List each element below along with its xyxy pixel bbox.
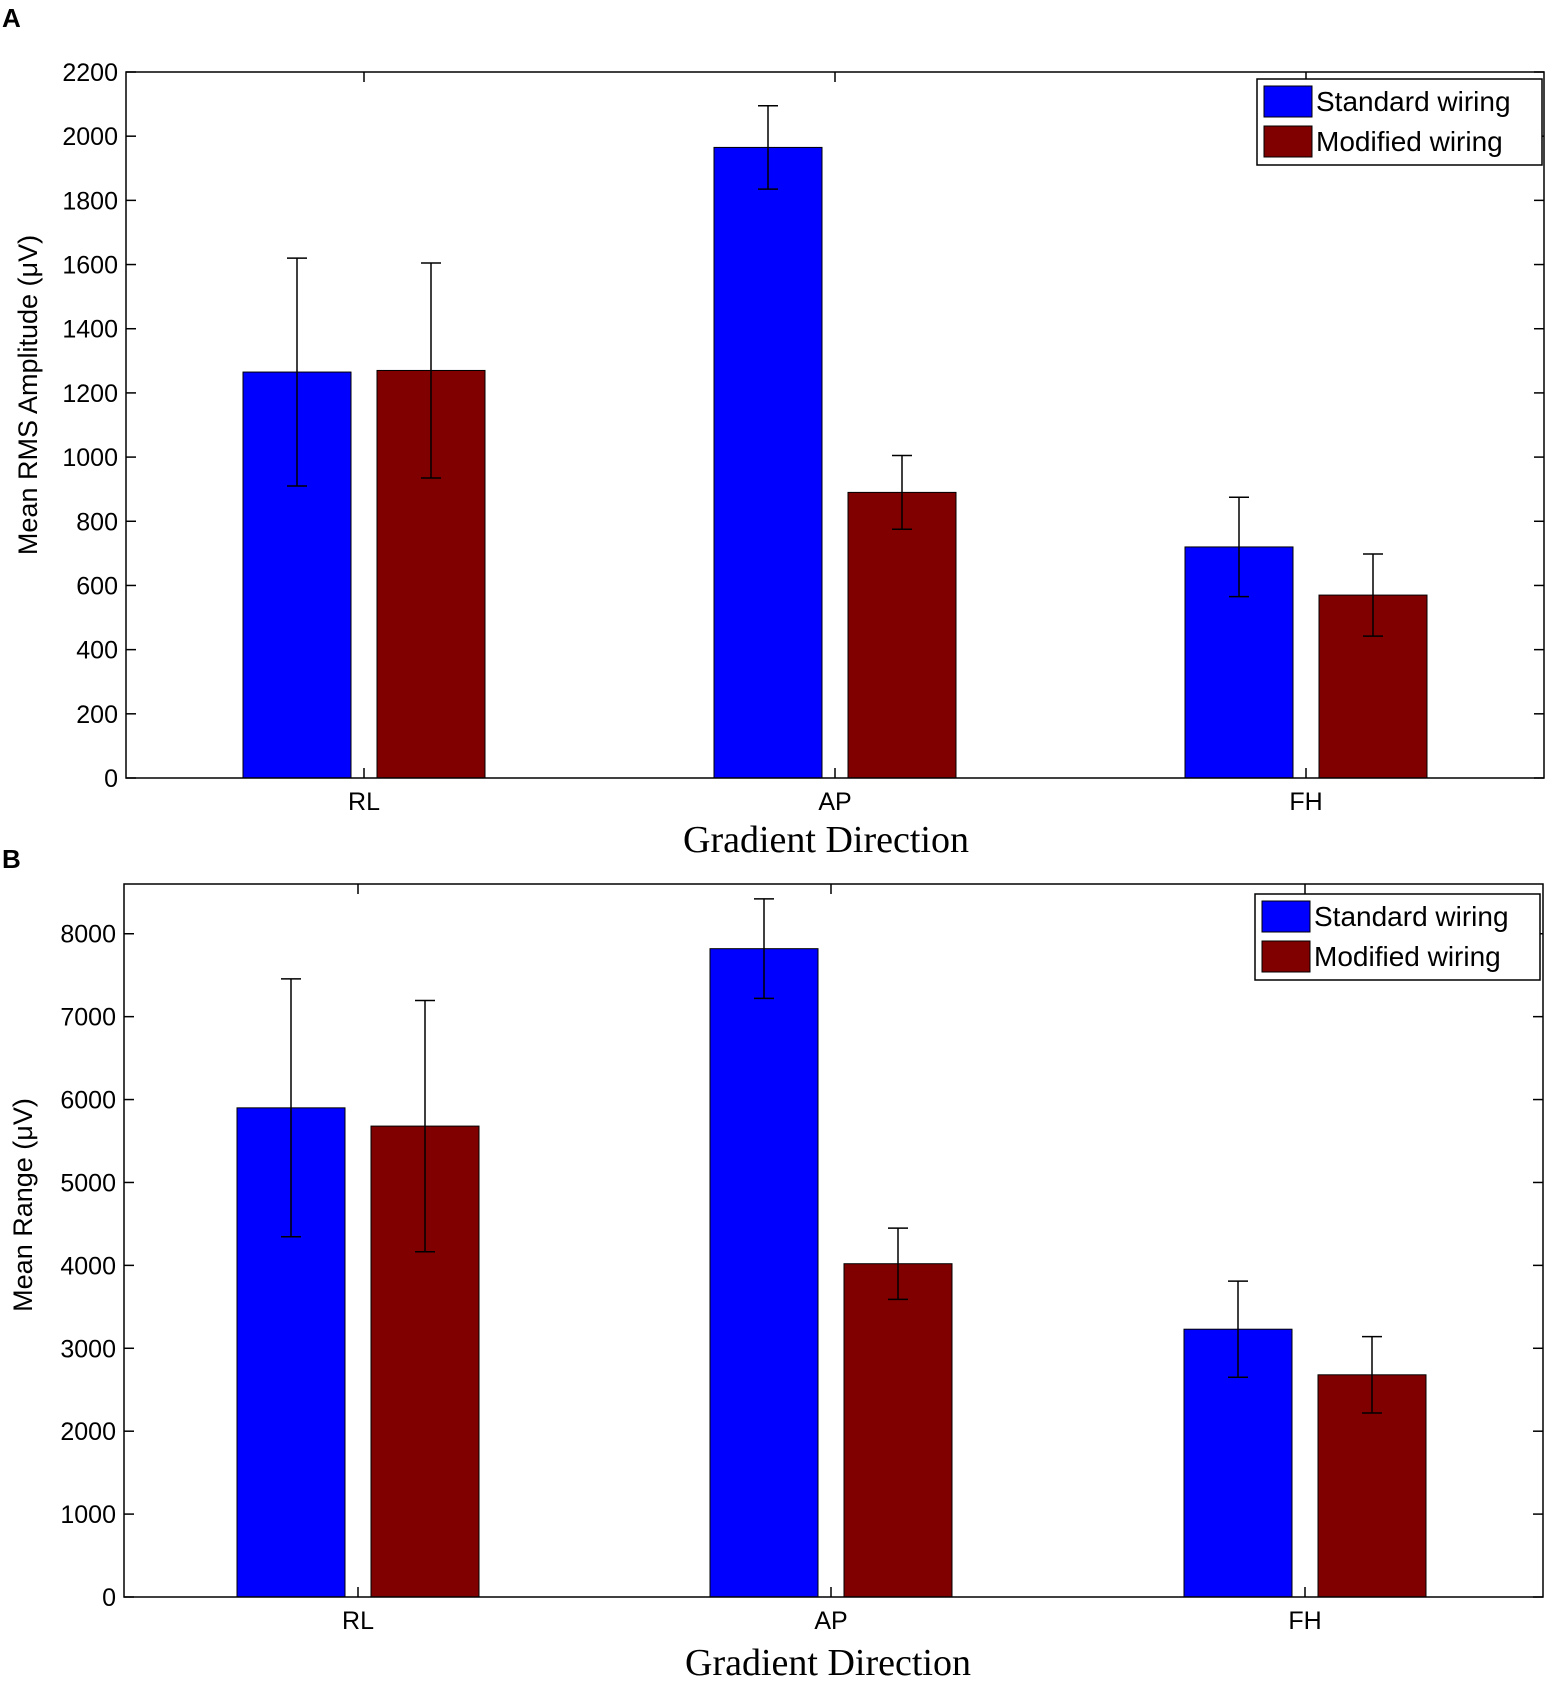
y-tick-label: 2000 [60,1418,116,1446]
legend-swatch-modified [1261,940,1311,973]
y-tick-label: 2200 [62,59,118,87]
bar-standard-ap [713,146,823,779]
legend-label-modified: Modified wiring [1314,941,1501,972]
y-tick-label: 1200 [62,380,118,408]
error-bar-standard-ap [758,104,778,190]
y-tick-label: 1000 [60,1501,116,1529]
y-tick-label: 2000 [62,123,118,151]
y-tick-label: 7000 [60,1004,116,1032]
y-tick-label: 1800 [62,187,118,215]
legend-swatch-standard [1263,85,1313,118]
error-bar-modified-ap [892,454,912,531]
axes-box [123,883,1544,1598]
y-tick-label: 0 [102,1584,116,1612]
x-tick-label-rl: RL [342,1607,374,1635]
y-tick-label: 800 [76,508,118,536]
x-tick-label-rl: RL [348,788,380,816]
x-tick-label-fh: FH [1288,1607,1321,1635]
panel-a-plot-area: 0 200 400 600 800 1000 1200 1400 1600 1800 2000 220… [62,59,1545,816]
y-tick-label: 3000 [60,1335,116,1363]
error-bar-modified-fh [1362,1335,1382,1414]
y-tick-label: 1400 [62,316,118,344]
error-bar-standard-ap [754,898,774,1000]
y-tick-label: 8000 [60,921,116,949]
error-bar-modified-fh [1363,553,1383,637]
error-bar-standard-rl [281,978,301,1238]
error-bar-standard-fh [1229,496,1249,598]
x-tick-label-ap: AP [814,1607,847,1635]
x-tick-label-fh: FH [1289,788,1322,816]
legend-swatch-modified [1263,125,1313,158]
bar-modified-ap [847,491,957,779]
error-bar-modified-rl [421,262,441,479]
legend-label-standard: Standard wiring [1314,901,1509,932]
legend-label-modified: Modified wiring [1316,126,1503,157]
y-tick-label: 1000 [62,444,118,472]
panel-b-x-axis-title: Gradient Direction [685,1642,971,1682]
panel-a-legend: Standard wiring Modified wiring [1256,78,1543,166]
panel-b-y-axis-title: Mean Range (μV) [8,1098,38,1312]
bar-standard-ap [709,948,819,1598]
panel-a: A 0 200 400 600 800 1000 1200 1400 1600 1800 2000 2… [2,3,1545,861]
panel-a-x-axis-title: Gradient Direction [683,819,969,861]
error-bar-modified-rl [415,999,435,1253]
bar-modified-ap [843,1263,953,1598]
error-bar-modified-ap [888,1227,908,1301]
panel-a-letter: A [2,3,21,33]
panel-b-plot-area: 0 1000 2000 3000 4000 5000 6000 7000 8000 RL AP FH [60,883,1544,1635]
x-tick-label-ap: AP [818,788,851,816]
error-bar-standard-fh [1228,1280,1248,1379]
y-tick-label: 6000 [60,1087,116,1115]
panel-b-legend: Standard wiring Modified wiring [1254,893,1541,981]
panel-b: B 0 1000 2000 3000 4000 5000 6000 7000 8000 RL AP F… [2,844,1544,1682]
error-bar-standard-rl [287,257,307,487]
legend-swatch-standard [1261,900,1311,933]
y-tick-label: 4000 [60,1252,116,1280]
y-tick-label: 1600 [62,252,118,280]
y-tick-label: 5000 [60,1169,116,1197]
y-tick-label: 0 [104,765,118,793]
panel-b-letter: B [2,844,21,874]
panel-a-y-axis-title: Mean RMS Amplitude (μV) [13,235,43,555]
y-tick-label: 600 [76,572,118,600]
y-tick-label: 200 [76,701,118,729]
y-tick-label: 400 [76,637,118,665]
legend-label-standard: Standard wiring [1316,86,1511,117]
